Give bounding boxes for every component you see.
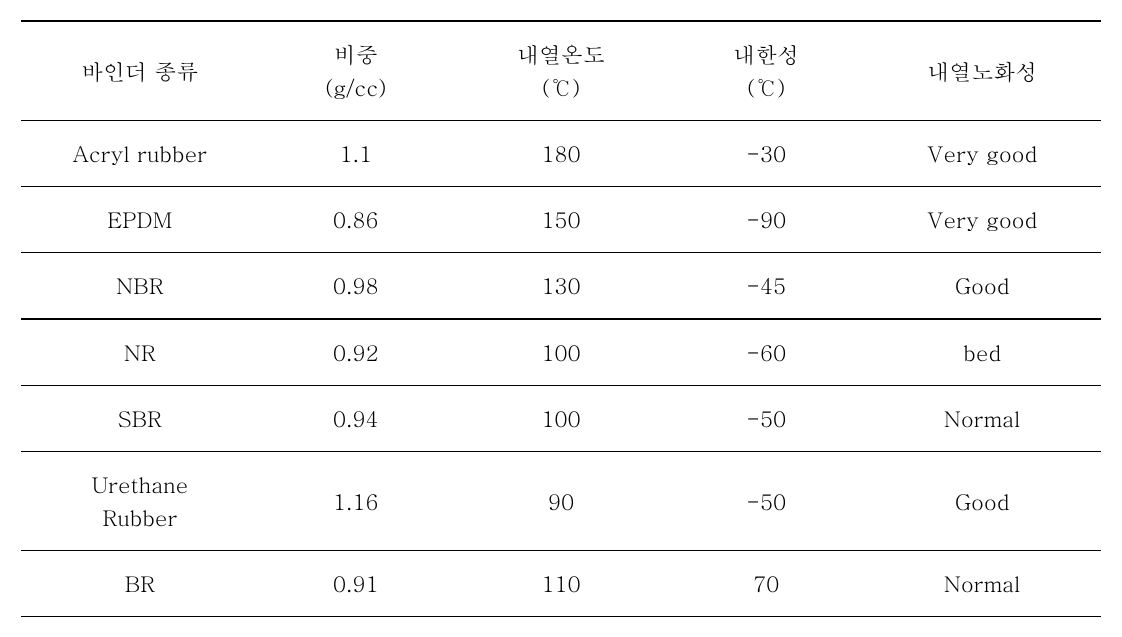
cell-cold-temp: -30: [669, 121, 863, 187]
cell-binder-type: Acryl rubber: [21, 121, 259, 187]
cell-heat-temp: 90: [453, 452, 669, 551]
cell-binder-type: BR: [21, 551, 259, 617]
cell-heat-aging: Good: [863, 452, 1101, 551]
cell-heat-temp: 150: [453, 187, 669, 253]
cell-heat-aging: bed: [863, 319, 1101, 386]
cell-binder-line2: Rubber: [29, 501, 251, 534]
table-row: EPDM0.86150-90Very good: [21, 187, 1101, 253]
cell-binder-line1: Urethane: [29, 468, 251, 501]
cell-density: 1.16: [259, 452, 453, 551]
header-heat-temp-main: 내열온도: [461, 38, 661, 71]
header-density-unit: (g/cc): [267, 71, 445, 104]
table-header: 바인더 종류 비중 (g/cc) 내열온도 (℃) 내한성 (℃) 내열노화성: [21, 21, 1101, 121]
header-cold-temp-main: 내한성: [677, 38, 855, 71]
cell-cold-temp: -60: [669, 319, 863, 386]
header-row: 바인더 종류 비중 (g/cc) 내열온도 (℃) 내한성 (℃) 내열노화성: [21, 21, 1101, 121]
cell-heat-aging: Good: [863, 253, 1101, 320]
header-binder-type: 바인더 종류: [21, 21, 259, 121]
cell-heat-temp: 100: [453, 386, 669, 452]
cell-density: 0.91: [259, 551, 453, 617]
header-heat-aging: 내열노화성: [863, 21, 1101, 121]
cell-heat-temp: 180: [453, 121, 669, 187]
cell-heat-aging: Very good: [863, 187, 1101, 253]
header-cold-temp-unit: (℃): [677, 71, 855, 104]
cell-cold-temp: -50: [669, 386, 863, 452]
cell-cold-temp: -50: [669, 452, 863, 551]
table-row: UrethaneRubber1.1690-50Good: [21, 452, 1101, 551]
header-cold-temp: 내한성 (℃): [669, 21, 863, 121]
cell-binder-type: UrethaneRubber: [21, 452, 259, 551]
cell-heat-aging: Very good: [863, 121, 1101, 187]
cell-binder-type: NR: [21, 319, 259, 386]
cell-density: 0.86: [259, 187, 453, 253]
cell-heat-aging: Normal: [863, 386, 1101, 452]
cell-density: 0.94: [259, 386, 453, 452]
cell-binder-type: EPDM: [21, 187, 259, 253]
cell-cold-temp: -90: [669, 187, 863, 253]
binder-properties-table-container: 바인더 종류 비중 (g/cc) 내열온도 (℃) 내한성 (℃) 내열노화성 …: [21, 20, 1101, 617]
table-body: Acryl rubber1.1180-30Very goodEPDM0.8615…: [21, 121, 1101, 617]
table-row: BR0.9111070Normal: [21, 551, 1101, 617]
cell-density: 0.92: [259, 319, 453, 386]
cell-binder-type: SBR: [21, 386, 259, 452]
table-row: NBR0.98130-45Good: [21, 253, 1101, 320]
binder-properties-table: 바인더 종류 비중 (g/cc) 내열온도 (℃) 내한성 (℃) 내열노화성 …: [21, 20, 1101, 617]
cell-density: 0.98: [259, 253, 453, 320]
header-density-main: 비중: [267, 38, 445, 71]
cell-binder-type: NBR: [21, 253, 259, 320]
header-density: 비중 (g/cc): [259, 21, 453, 121]
table-row: SBR0.94100-50Normal: [21, 386, 1101, 452]
cell-heat-temp: 100: [453, 319, 669, 386]
header-heat-temp: 내열온도 (℃): [453, 21, 669, 121]
cell-density: 1.1: [259, 121, 453, 187]
header-heat-temp-unit: (℃): [461, 71, 661, 104]
table-row: NR0.92100-60bed: [21, 319, 1101, 386]
cell-heat-temp: 130: [453, 253, 669, 320]
cell-cold-temp: 70: [669, 551, 863, 617]
cell-heat-temp: 110: [453, 551, 669, 617]
cell-heat-aging: Normal: [863, 551, 1101, 617]
table-row: Acryl rubber1.1180-30Very good: [21, 121, 1101, 187]
cell-cold-temp: -45: [669, 253, 863, 320]
